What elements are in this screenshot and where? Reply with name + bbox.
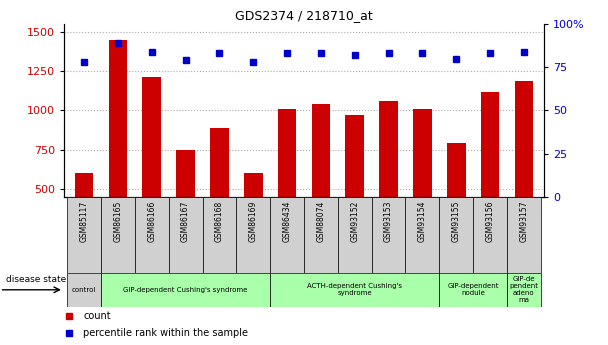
Bar: [101, 197, 135, 273]
Bar: [168, 197, 202, 273]
Bar: [440, 197, 473, 273]
Bar: [109, 40, 127, 267]
Bar: [507, 197, 541, 273]
Bar: [210, 128, 229, 267]
Bar: [379, 101, 398, 267]
Text: disease state: disease state: [6, 275, 66, 284]
Bar: [202, 197, 237, 273]
Bar: [244, 173, 263, 267]
Bar: [312, 104, 330, 267]
Bar: [473, 197, 507, 273]
Text: GSM86167: GSM86167: [181, 200, 190, 242]
Text: GSM93152: GSM93152: [350, 200, 359, 242]
Text: GIP-de
pendent
adeno
ma: GIP-de pendent adeno ma: [510, 276, 538, 303]
Bar: [176, 150, 195, 267]
Bar: [67, 197, 101, 273]
Text: GIP-dependent
nodule: GIP-dependent nodule: [447, 283, 499, 296]
Bar: [413, 109, 432, 267]
Text: GSM93153: GSM93153: [384, 200, 393, 242]
Bar: [406, 197, 440, 273]
Bar: [447, 143, 466, 267]
Text: percentile rank within the sample: percentile rank within the sample: [83, 328, 248, 338]
Bar: [345, 115, 364, 267]
Text: control: control: [72, 287, 96, 293]
Text: GSM86434: GSM86434: [283, 200, 292, 242]
Text: GSM93156: GSM93156: [486, 200, 494, 242]
Text: GIP-dependent Cushing's syndrome: GIP-dependent Cushing's syndrome: [123, 287, 248, 293]
Bar: [67, 273, 101, 307]
Bar: [142, 77, 161, 267]
Text: GSM93154: GSM93154: [418, 200, 427, 242]
Bar: [440, 273, 507, 307]
Bar: [514, 81, 533, 267]
Text: GSM85117: GSM85117: [80, 200, 89, 242]
Bar: [270, 197, 304, 273]
Bar: [101, 273, 270, 307]
Bar: [278, 109, 296, 267]
Text: GSM86165: GSM86165: [114, 200, 122, 242]
Bar: [371, 197, 406, 273]
Bar: [135, 197, 168, 273]
Bar: [237, 197, 270, 273]
Text: GSM86169: GSM86169: [249, 200, 258, 242]
Bar: [338, 197, 371, 273]
Bar: [270, 273, 440, 307]
Bar: [507, 273, 541, 307]
Text: GSM86166: GSM86166: [147, 200, 156, 242]
Bar: [304, 197, 338, 273]
Text: count: count: [83, 311, 111, 321]
Text: GSM93155: GSM93155: [452, 200, 461, 242]
Text: GSM88074: GSM88074: [316, 200, 325, 242]
Text: GSM86168: GSM86168: [215, 200, 224, 242]
Text: ACTH-dependent Cushing's
syndrome: ACTH-dependent Cushing's syndrome: [307, 283, 402, 296]
Bar: [481, 91, 499, 267]
Text: GSM93157: GSM93157: [519, 200, 528, 242]
Bar: [75, 173, 94, 267]
Title: GDS2374 / 218710_at: GDS2374 / 218710_at: [235, 9, 373, 22]
